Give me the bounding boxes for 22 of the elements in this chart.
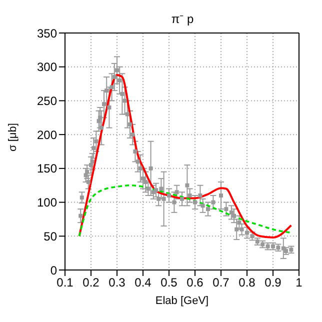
- chart-title: π⁻ p: [170, 11, 195, 27]
- y-tick-label: 200: [36, 128, 58, 142]
- line-series: [78, 184, 292, 238]
- x-tick-label: 0.1: [56, 276, 74, 290]
- x-axis-title: Elab [GeV]: [155, 295, 209, 307]
- y-tick-label: 50: [44, 229, 58, 244]
- y-tick-label: 0: [50, 263, 58, 278]
- y-axis-title: σ [μb]: [6, 123, 19, 152]
- x-tick-label: 0.3: [108, 276, 126, 290]
- y-tick-label: 350: [36, 26, 58, 40]
- x-tick-label: 0.8: [238, 276, 256, 290]
- x-tick-label: 0.2: [82, 276, 100, 290]
- x-tick-label: 0.7: [212, 276, 230, 290]
- y-tick-label: 100: [36, 196, 58, 210]
- x-tick-label: 0.9: [264, 276, 282, 290]
- x-tick-label: 0.4: [134, 276, 152, 290]
- x-tick-label: 0.6: [186, 276, 204, 290]
- x-tick-label: 0.5: [160, 276, 178, 290]
- y-tick-label: 150: [36, 162, 58, 176]
- x-tick-label: 1: [296, 276, 303, 290]
- y-tick-label: 300: [36, 60, 58, 74]
- y-tick-label: 250: [36, 94, 58, 108]
